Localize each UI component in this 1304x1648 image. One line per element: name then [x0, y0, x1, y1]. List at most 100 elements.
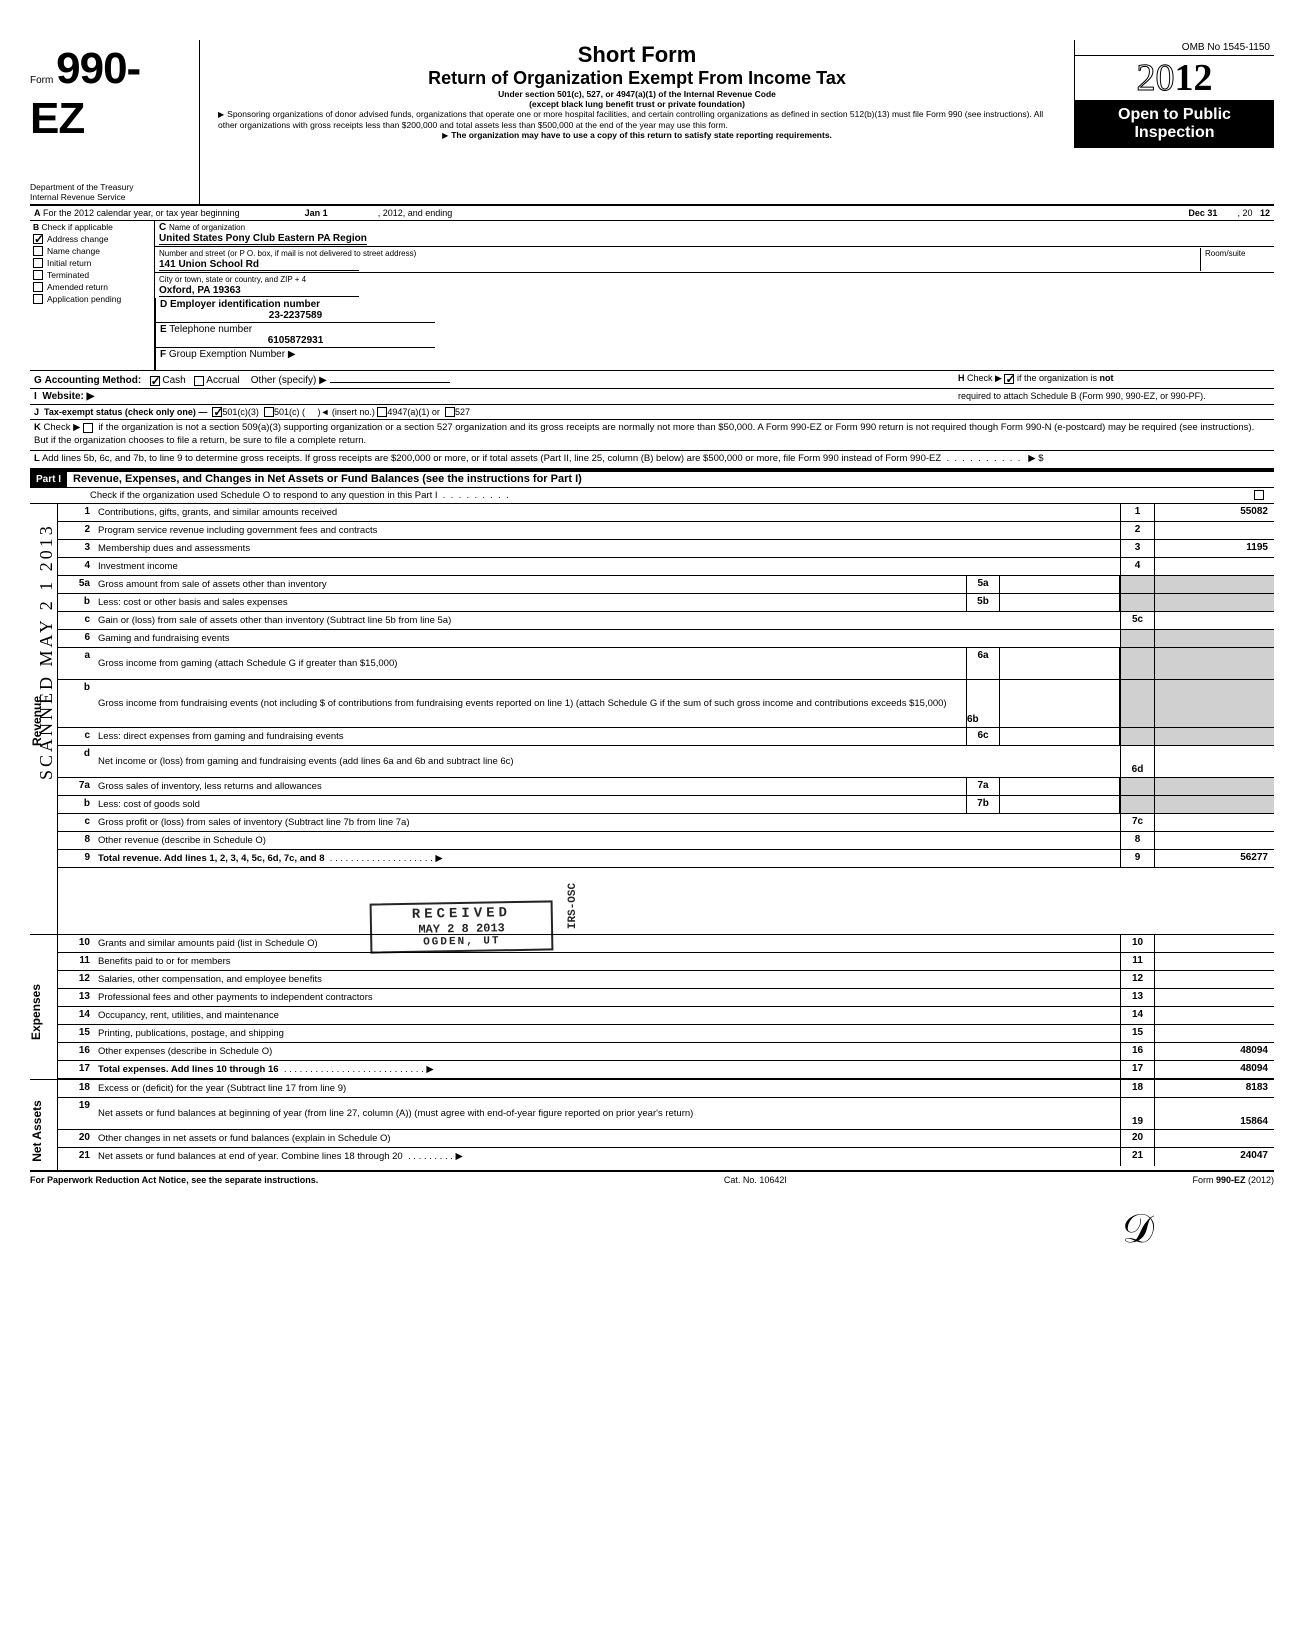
room-lbl: Room/suite [1205, 249, 1245, 258]
ln-4-val [1154, 558, 1274, 575]
ln-12-val [1154, 971, 1274, 988]
form-prefix: Form [30, 75, 53, 86]
ln-5a-desc: Gross amount from sale of assets other t… [98, 579, 327, 590]
j-ins: ◄ (insert no.) [320, 407, 374, 417]
h-text1: Check ▶ [967, 373, 1002, 383]
g-accrual: Accrual [206, 375, 239, 386]
chk-501c3[interactable] [212, 407, 222, 417]
ln-12-desc: Salaries, other compensation, and employ… [98, 974, 322, 985]
ln-7b-desc: Less: cost of goods sold [98, 799, 200, 810]
section-expenses: Expenses [29, 984, 43, 1040]
ln-5b-mini: 5b [966, 594, 1000, 611]
line-a-begin: Jan 1 [305, 208, 328, 218]
ln-2-num: 2 [58, 522, 94, 539]
ln-9-box: 9 [1120, 850, 1154, 867]
chk-501c[interactable] [264, 407, 274, 417]
h-not: not [1100, 373, 1114, 383]
ln-6d-val [1154, 746, 1274, 777]
ln-6a-mini: 6a [966, 648, 1000, 679]
ln-1-num: 1 [58, 504, 94, 521]
ln-15-desc: Printing, publications, postage, and shi… [98, 1028, 284, 1039]
ln-8-box: 8 [1120, 832, 1154, 849]
ln-9-desc: Total revenue. Add lines 1, 2, 3, 4, 5c,… [98, 853, 325, 864]
ln-10-box: 10 [1120, 935, 1154, 952]
ln-7a-desc: Gross sales of inventory, less returns a… [98, 781, 322, 792]
ln-5c-val [1154, 612, 1274, 629]
b-label: Check if applicable [42, 222, 113, 232]
chk-h[interactable] [1004, 374, 1014, 384]
ln-1-desc: Contributions, gifts, grants, and simila… [98, 507, 337, 518]
ln-21-val: 24047 [1154, 1148, 1274, 1166]
subtitle-1: Under section 501(c), 527, or 4947(a)(1)… [498, 89, 776, 99]
ln-2-val [1154, 522, 1274, 539]
ln-13-val [1154, 989, 1274, 1006]
ein-value: 23-2237589 [160, 310, 431, 321]
ln-12-box: 12 [1120, 971, 1154, 988]
line-a-yr: 12 [1260, 208, 1270, 218]
ln-19-val: 15864 [1154, 1098, 1274, 1129]
k-text: if the organization is not a section 509… [34, 422, 1254, 446]
ln-5a-mini: 5a [966, 576, 1000, 593]
section-netassets: Net Assets [30, 1100, 44, 1162]
ln-18-val: 8183 [1154, 1080, 1274, 1097]
ln-9-val: 56277 [1154, 850, 1274, 867]
ln-17-num: 17 [58, 1061, 94, 1078]
ln-5c-num: c [58, 612, 94, 629]
ln-11-val [1154, 953, 1274, 970]
footer-right: Form 990-EZ (2012) [1192, 1175, 1274, 1185]
year-outline: 20 [1137, 57, 1175, 99]
org-address: 141 Union School Rd [159, 259, 359, 271]
chk-cash[interactable] [150, 376, 160, 386]
chk-amended[interactable] [33, 282, 43, 292]
ln-6c-num: c [58, 728, 94, 745]
ln-7c-box: 7c [1120, 814, 1154, 831]
ln-5c-box: 5c [1120, 612, 1154, 629]
ln-6a-desc: Gross income from gaming (attach Schedul… [98, 658, 397, 669]
footer-left: For Paperwork Reduction Act Notice, see … [30, 1175, 318, 1185]
chk-terminated[interactable] [33, 270, 43, 280]
c-addr-lbl: Number and street (or P O. box, if mail … [159, 249, 416, 258]
b-item-4: Amended return [47, 282, 108, 292]
j-o3: 4947(a)(1) or [387, 407, 440, 417]
chk-address-change[interactable] [33, 234, 43, 244]
ln-8-desc: Other revenue (describe in Schedule O) [98, 835, 266, 846]
f-lbl: Group Exemption Number ▶ [169, 349, 296, 360]
ln-16-desc: Other expenses (describe in Schedule O) [98, 1046, 272, 1057]
line-a-text: For the 2012 calendar year, or tax year … [43, 208, 240, 218]
ln-8-val [1154, 832, 1274, 849]
org-name: United States Pony Club Eastern PA Regio… [159, 233, 367, 245]
stamp-irs-osc: IRS-OSC [567, 883, 579, 929]
ln-8-num: 8 [58, 832, 94, 849]
chk-name-change[interactable] [33, 246, 43, 256]
d-lbl: Employer identification number [170, 299, 320, 310]
chk-initial-return[interactable] [33, 258, 43, 268]
ln-1-box: 1 [1120, 504, 1154, 521]
ln-12-num: 12 [58, 971, 94, 988]
ln-19-box: 19 [1120, 1098, 1154, 1129]
chk-k[interactable] [83, 423, 93, 433]
ln-2-desc: Program service revenue including govern… [98, 525, 377, 536]
ln-11-desc: Benefits paid to or for members [98, 956, 231, 967]
chk-accrual[interactable] [194, 376, 204, 386]
chk-part1-scho[interactable] [1254, 490, 1264, 500]
dept-1: Department of the Treasury [30, 182, 193, 192]
ln-6-num: 6 [58, 630, 94, 647]
ln-6c-desc: Less: direct expenses from gaming and fu… [98, 731, 344, 742]
year-bold: 12 [1175, 57, 1213, 99]
g-other: Other (specify) ▶ [251, 375, 327, 386]
e-lbl: Telephone number [169, 324, 252, 335]
ln-3-box: 3 [1120, 540, 1154, 557]
chk-4947[interactable] [377, 407, 387, 417]
chk-527[interactable] [445, 407, 455, 417]
ln-14-box: 14 [1120, 1007, 1154, 1024]
ln-10-desc: Grants and similar amounts paid (list in… [98, 938, 318, 949]
omb-number: OMB No 1545-1150 [1075, 40, 1274, 56]
ln-19-desc: Net assets or fund balances at beginning… [98, 1108, 693, 1119]
chk-app-pending[interactable] [33, 294, 43, 304]
ln-5a-num: 5a [58, 576, 94, 593]
ln-21-desc: Net assets or fund balances at end of ye… [98, 1151, 403, 1162]
ln-14-num: 14 [58, 1007, 94, 1024]
footer-mid: Cat. No. 10642I [724, 1175, 787, 1185]
ln-17-val: 48094 [1154, 1061, 1274, 1078]
open-to-public: Open to Public Inspection [1075, 100, 1274, 148]
